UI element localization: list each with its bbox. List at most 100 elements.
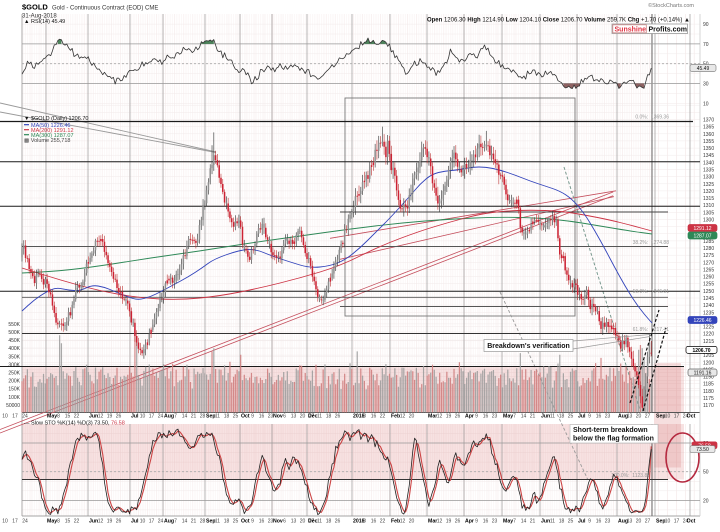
svg-text:26: 26 xyxy=(335,519,341,525)
svg-text:1250: 1250 xyxy=(703,289,714,295)
svg-text:MA(300) 1287.07: MA(300) 1287.07 xyxy=(31,133,74,139)
svg-text:▲ RSI(14) 45.49: ▲ RSI(14) 45.49 xyxy=(24,19,65,25)
svg-text:13: 13 xyxy=(291,519,297,525)
svg-text:14: 14 xyxy=(521,519,527,525)
svg-text:22: 22 xyxy=(380,414,386,420)
svg-text:18: 18 xyxy=(224,414,230,420)
svg-text:12: 12 xyxy=(400,519,406,525)
svg-text:Sep: Sep xyxy=(656,414,666,420)
svg-text:1300: 1300 xyxy=(703,218,714,224)
svg-text:22: 22 xyxy=(380,519,386,525)
svg-text:16: 16 xyxy=(259,519,265,525)
svg-text:150K: 150K xyxy=(8,387,20,393)
svg-text:19: 19 xyxy=(107,414,113,420)
svg-text:26: 26 xyxy=(455,414,461,420)
svg-text:25: 25 xyxy=(568,519,574,525)
svg-text:1235: 1235 xyxy=(703,310,714,316)
svg-text:14: 14 xyxy=(521,414,527,420)
svg-text:7: 7 xyxy=(513,519,516,525)
svg-text:Sep: Sep xyxy=(206,519,216,525)
svg-text:23: 23 xyxy=(268,414,274,420)
svg-text:May: May xyxy=(47,414,57,420)
svg-text:22: 22 xyxy=(74,519,80,525)
svg-text:23: 23 xyxy=(605,519,611,525)
svg-text:12: 12 xyxy=(437,414,443,420)
svg-text:18: 18 xyxy=(559,414,565,420)
svg-text:90: 90 xyxy=(703,22,709,28)
svg-text:Oct: Oct xyxy=(687,519,696,525)
svg-text:24: 24 xyxy=(158,414,164,420)
svg-text:$GOLD: $GOLD xyxy=(22,3,48,12)
svg-text:23: 23 xyxy=(605,414,611,420)
svg-text:11: 11 xyxy=(550,414,555,420)
svg-text:11: 11 xyxy=(550,519,555,525)
svg-text:10: 10 xyxy=(665,519,671,525)
svg-text:1345: 1345 xyxy=(703,153,714,159)
svg-text:16: 16 xyxy=(596,414,602,420)
svg-text:15: 15 xyxy=(65,414,71,420)
svg-text:1275: 1275 xyxy=(703,253,714,259)
svg-text:1200: 1200 xyxy=(703,360,714,366)
svg-text:9: 9 xyxy=(475,519,478,525)
svg-text:20: 20 xyxy=(409,414,415,420)
svg-text:Oct: Oct xyxy=(241,414,250,420)
svg-text:16: 16 xyxy=(371,414,377,420)
svg-text:▩ Volume 255,718: ▩ Volume 255,718 xyxy=(24,138,70,144)
svg-text:50000: 50000 xyxy=(6,403,20,409)
svg-text:9: 9 xyxy=(588,519,591,525)
svg-text:1215: 1215 xyxy=(703,339,714,345)
svg-text:1245: 1245 xyxy=(703,296,714,302)
svg-text:20: 20 xyxy=(703,498,709,504)
svg-text:6: 6 xyxy=(283,414,286,420)
svg-text:17: 17 xyxy=(12,414,18,420)
svg-text:©StockCharts.com: ©StockCharts.com xyxy=(648,2,694,9)
svg-text:18: 18 xyxy=(224,519,230,525)
svg-text:Dec: Dec xyxy=(308,519,318,525)
svg-text:1170: 1170 xyxy=(703,403,714,409)
svg-text:500K: 500K xyxy=(8,330,20,336)
svg-text:Aug: Aug xyxy=(618,414,628,420)
svg-text:550K: 550K xyxy=(8,322,20,328)
svg-text:Jul: Jul xyxy=(131,414,139,420)
svg-text:11: 11 xyxy=(215,414,220,420)
svg-text:10: 10 xyxy=(665,414,671,420)
svg-text:12: 12 xyxy=(98,519,104,525)
svg-text:23: 23 xyxy=(268,519,274,525)
svg-text:50: 50 xyxy=(703,470,709,476)
svg-text:20: 20 xyxy=(636,414,642,420)
svg-text:9: 9 xyxy=(588,414,591,420)
svg-text:14: 14 xyxy=(182,519,188,525)
svg-text:Jul: Jul xyxy=(578,519,586,525)
svg-text:Dec: Dec xyxy=(308,414,318,420)
svg-text:25: 25 xyxy=(233,414,239,420)
svg-text:Feb: Feb xyxy=(391,519,400,525)
svg-text:below the flag formation: below the flag formation xyxy=(573,436,654,443)
svg-text:1240: 1240 xyxy=(703,303,714,309)
svg-text:1285: 1285 xyxy=(703,239,714,245)
svg-text:26: 26 xyxy=(116,414,122,420)
svg-text:100K: 100K xyxy=(8,395,20,401)
svg-text:350K: 350K xyxy=(8,354,20,360)
svg-text:1225: 1225 xyxy=(703,325,714,331)
svg-text:Short-term breakdown: Short-term breakdown xyxy=(573,427,648,434)
svg-text:Open 1206.30 High 1214.90 Low: Open 1206.30 High 1214.90 Low 1204.10 Cl… xyxy=(427,18,690,24)
svg-text:8: 8 xyxy=(363,414,366,420)
svg-text:Mar: Mar xyxy=(428,414,437,420)
svg-text:17: 17 xyxy=(674,519,680,525)
svg-text:7: 7 xyxy=(174,519,177,525)
svg-text:1315: 1315 xyxy=(703,196,714,202)
svg-text:26: 26 xyxy=(116,519,122,525)
svg-text:Sunshine: Sunshine xyxy=(615,27,647,34)
svg-text:18: 18 xyxy=(326,519,332,525)
svg-text:8: 8 xyxy=(57,414,60,420)
svg-text:Breakdown's verification: Breakdown's verification xyxy=(487,343,570,350)
svg-text:1280: 1280 xyxy=(703,246,714,252)
svg-text:Jul: Jul xyxy=(578,414,586,420)
svg-text:Aug: Aug xyxy=(618,519,628,525)
svg-text:10: 10 xyxy=(2,414,8,420)
svg-text:50.0%: 1246.01: 50.0%: 1246.01 xyxy=(633,289,670,295)
svg-text:Apr: Apr xyxy=(465,414,474,420)
svg-text:20: 20 xyxy=(300,414,306,420)
svg-text:1365: 1365 xyxy=(703,125,714,131)
svg-text:Jun: Jun xyxy=(89,414,98,420)
